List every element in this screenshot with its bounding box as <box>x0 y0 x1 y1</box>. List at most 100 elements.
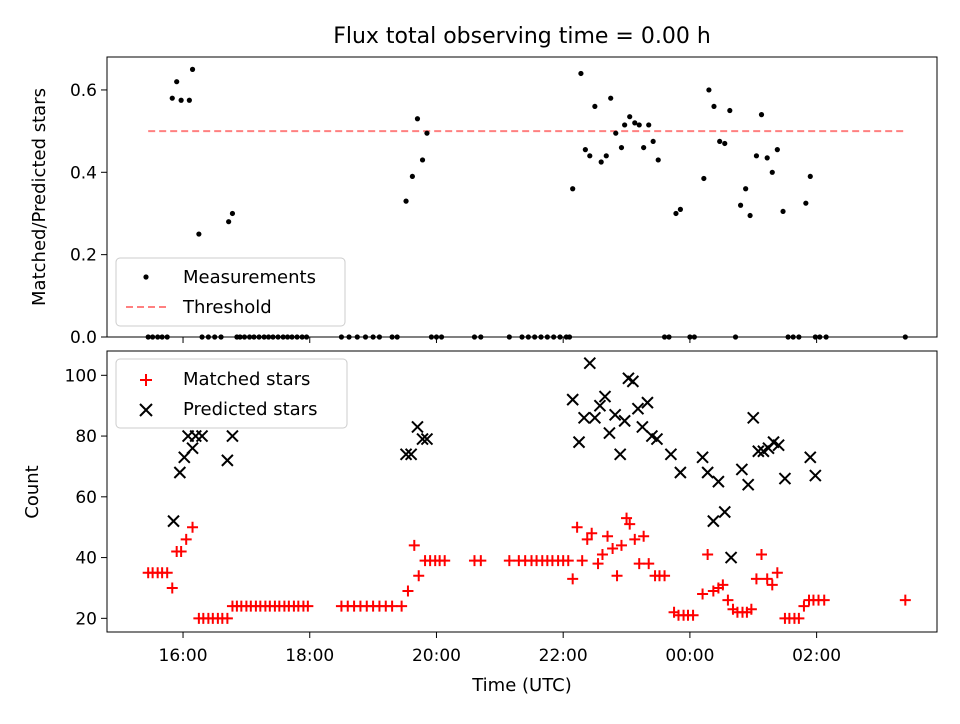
measurement-point <box>732 334 739 340</box>
measurement-point <box>622 122 628 128</box>
predicted-star-point <box>583 356 597 370</box>
measurement-point <box>717 138 723 145</box>
measurement-point <box>902 334 908 340</box>
matched-star-point <box>187 521 199 533</box>
measurement-point <box>428 334 434 340</box>
predicted-star-point <box>747 411 760 425</box>
matched-star-point <box>586 527 598 539</box>
measurement-point <box>389 334 395 340</box>
predicted-star-point <box>778 472 792 485</box>
predicted-star-point <box>399 448 413 461</box>
measurement-point <box>299 334 305 340</box>
measurement-point <box>246 334 253 340</box>
measurement-point <box>403 198 409 204</box>
matched-star-point <box>581 533 593 545</box>
matched-star-point <box>596 549 608 561</box>
predicted-star-point <box>636 420 649 434</box>
measurement-point <box>205 334 211 340</box>
measurement-point <box>169 95 175 101</box>
measurement-point <box>790 334 796 340</box>
legend-measurements-label: Measurements <box>183 267 316 288</box>
matched-star-point <box>745 603 757 615</box>
matched-star-point <box>624 518 636 530</box>
predicted-star-point <box>195 429 209 443</box>
predicted-star-point <box>631 402 645 415</box>
matched-star-point <box>621 512 633 524</box>
legend-matched-marker <box>140 374 152 386</box>
measurement-point <box>229 210 236 217</box>
bottom-y-axis: 20 40 60 80 100 <box>65 366 107 629</box>
top-series <box>145 66 908 340</box>
measurement-point <box>727 107 733 114</box>
measurement-point <box>650 138 656 145</box>
matched-star-point <box>659 570 671 582</box>
measurement-point <box>199 334 205 340</box>
matched-star-point <box>503 555 515 567</box>
bottom-legend: Matched stars Predicted stars <box>115 358 348 429</box>
measurement-point <box>598 159 604 165</box>
measurement-point <box>471 334 478 340</box>
measurement-point <box>150 334 156 340</box>
bottom-y-tick-label: 20 <box>75 609 97 629</box>
measurement-point <box>807 173 813 180</box>
predicted-star-point <box>221 454 234 467</box>
bottom-y-tick-label: 60 <box>75 488 97 508</box>
x-tick-label: 20:00 <box>412 646 461 666</box>
matched-star-point <box>687 609 699 621</box>
predicted-star-point <box>618 414 631 428</box>
measurement-point <box>608 95 614 101</box>
measurement-point <box>785 334 791 340</box>
bottom-y-tick-label: 80 <box>75 427 97 447</box>
measurement-point <box>164 334 170 340</box>
measurement-point <box>532 334 538 340</box>
top-y-axis-label: Matched/Predicted stars <box>29 88 50 306</box>
matched-star-point <box>592 558 604 570</box>
predicted-star-point <box>650 432 664 446</box>
predicted-star-point <box>712 475 725 488</box>
measurement-point <box>145 334 151 340</box>
bottom-y-axis-label: Count <box>22 465 43 518</box>
matched-star-point <box>766 579 778 591</box>
predicted-star-point <box>626 375 640 388</box>
measurement-point <box>394 334 400 340</box>
measurement-point <box>159 334 165 340</box>
predicted-star-point <box>226 429 239 443</box>
matched-star-point <box>638 530 650 542</box>
measurement-point <box>661 334 668 340</box>
predicted-star-point <box>752 445 765 458</box>
matched-star-point <box>755 549 767 561</box>
predicted-star-point <box>404 448 418 461</box>
matched-star-point <box>413 570 425 582</box>
measurement-point <box>424 130 430 136</box>
bottom-y-tick-label: 100 <box>65 366 97 386</box>
measurement-point <box>294 334 300 340</box>
predicted-star-point <box>696 451 709 464</box>
measurement-point <box>174 79 180 85</box>
measurement-point <box>551 334 557 340</box>
measurement-point <box>226 219 232 225</box>
measurement-point <box>592 103 598 110</box>
measurement-point <box>582 147 588 153</box>
measurement-point <box>780 208 786 215</box>
bottom-x-axis: 16:00 18:00 20:00 22:00 00:00 02:00 <box>159 632 841 666</box>
predicted-star-point <box>572 435 586 449</box>
measurement-point <box>256 334 262 340</box>
measurement-point <box>538 334 544 340</box>
predicted-star-point <box>674 466 687 479</box>
top-y-tick-label: 0.6 <box>70 81 97 101</box>
measurement-point <box>354 334 360 340</box>
measurement-point <box>578 70 584 77</box>
matched-star-point <box>750 573 762 585</box>
predicted-star-point <box>186 442 199 455</box>
top-y-tick-label: 0.0 <box>70 328 97 348</box>
predicted-star-point <box>772 438 785 452</box>
measurement-point <box>737 202 744 208</box>
measurement-point <box>823 334 829 340</box>
measurement-point <box>506 334 512 340</box>
measurement-point <box>218 334 224 340</box>
matched-star-point <box>717 579 729 591</box>
top-x-axis <box>182 337 818 343</box>
measurement-point <box>587 153 593 159</box>
measurement-point <box>636 122 642 128</box>
bottom-panel: 20 40 60 80 100 16:00 18:00 20:00 22:00 00:00 02:… <box>22 350 938 696</box>
